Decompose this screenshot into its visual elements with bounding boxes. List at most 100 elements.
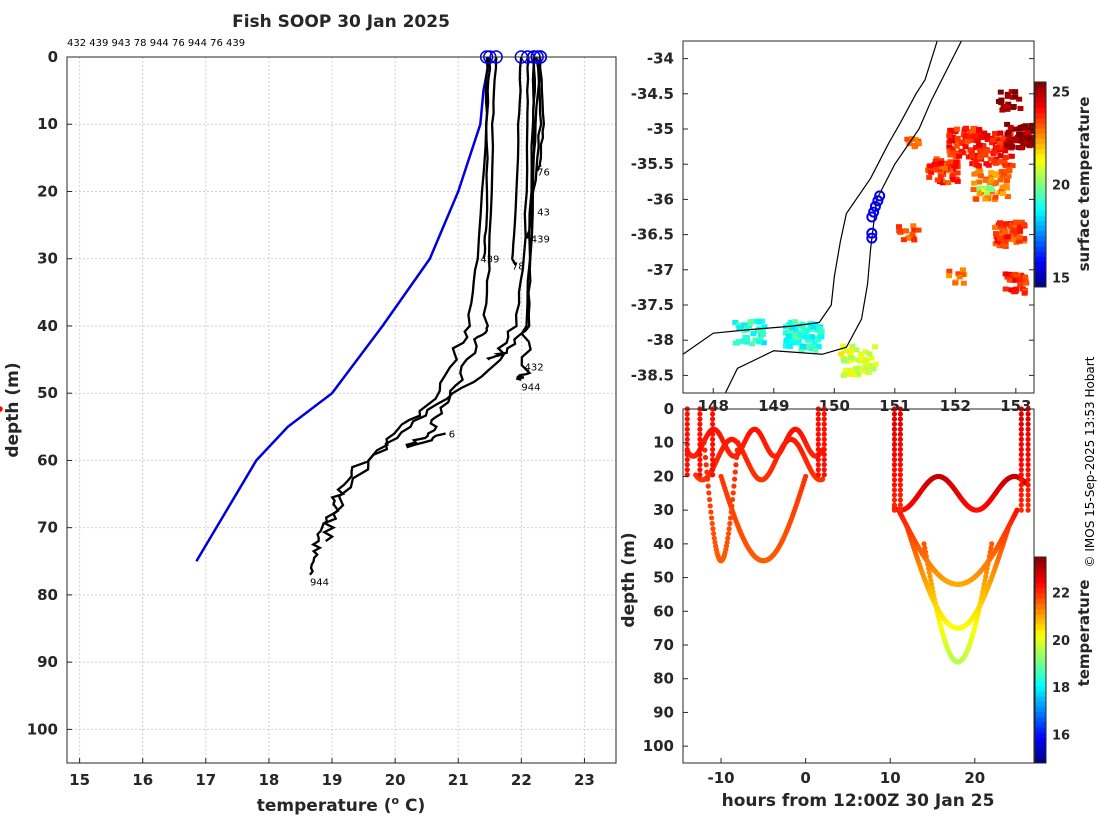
sst-pixel — [800, 343, 807, 349]
sst-pixel — [1012, 136, 1019, 142]
sst-pixel — [1016, 96, 1023, 102]
sst-pixel — [978, 153, 985, 159]
colorbar-segment — [1035, 701, 1046, 707]
section-point — [815, 456, 821, 463]
colorbar-segment — [1035, 246, 1046, 252]
section-point — [684, 416, 690, 422]
sst-pixel — [1010, 104, 1017, 110]
sst-pixel — [953, 126, 960, 132]
colorbar-segment — [1035, 240, 1046, 247]
section-ytick-label: 30 — [653, 501, 674, 519]
section-point — [897, 467, 903, 473]
section-point — [1018, 502, 1024, 508]
colorbar-segment — [1035, 128, 1046, 134]
sst-pixels — [732, 89, 1037, 379]
section-point — [727, 515, 734, 521]
sst-pixel — [786, 343, 793, 349]
section-point — [891, 507, 898, 513]
section-point — [732, 469, 738, 475]
section-point — [1025, 451, 1031, 458]
sst-pixel — [1017, 105, 1024, 111]
sst-pixel — [962, 125, 969, 131]
section-point — [891, 421, 898, 427]
sst-pixel — [759, 327, 766, 333]
sst-pixel — [911, 237, 918, 243]
section-point — [897, 477, 903, 483]
x-tick-label: 21 — [448, 771, 469, 789]
sst-pixel — [1003, 221, 1010, 227]
section-point — [815, 426, 821, 432]
sst-pixel — [808, 334, 815, 340]
sst-pixel — [976, 127, 983, 133]
map-ytick-label: -34 — [647, 50, 674, 68]
section-point — [684, 462, 690, 468]
section-points — [0, 406, 1031, 665]
sst-pixel — [1020, 222, 1027, 228]
sst-pixel — [910, 223, 917, 229]
sst-pixel — [798, 347, 805, 353]
sst-pixel — [786, 322, 793, 328]
sst-pixel — [960, 280, 967, 286]
section-point — [924, 557, 930, 563]
section-point — [1025, 507, 1031, 513]
sst-pixel — [1028, 122, 1035, 128]
section-point — [1018, 462, 1024, 468]
sst-pixel — [783, 338, 790, 344]
colorbar-segment — [1035, 112, 1046, 119]
map-ytick-label: -35 — [647, 120, 674, 138]
section-ytick-label: 10 — [653, 434, 674, 452]
colorbar-segment — [1035, 675, 1046, 682]
section-point — [684, 431, 690, 437]
section-point — [891, 416, 898, 422]
sst-pixel — [846, 349, 853, 355]
section-point — [697, 421, 703, 427]
sst-pixel — [1016, 131, 1023, 137]
sst-pixel — [802, 328, 809, 334]
colorbar-frame — [1034, 556, 1047, 764]
colorbar-segment — [1035, 757, 1046, 764]
sst-pixel — [997, 159, 1004, 165]
sst-pixel — [1012, 277, 1019, 283]
colorbar-segment — [1035, 690, 1046, 697]
y-tick-label: 10 — [37, 115, 58, 133]
sst-pixel — [992, 241, 999, 247]
section-point — [708, 515, 715, 521]
colorbar-segment — [1035, 665, 1046, 671]
profile-line-76 — [405, 56, 498, 449]
copyright-text: © IMOS 15-Sep-2025 13:53 Hobart — [1083, 356, 1097, 567]
section-point — [706, 490, 712, 496]
profile-lines: 944 6 432 944 78 439 439 43 76 — [195, 50, 550, 588]
section-ytick-label: 80 — [653, 670, 674, 688]
sst-pixel — [1016, 277, 1023, 283]
sst-pixel — [741, 322, 748, 328]
sst-pixel — [928, 169, 935, 175]
sst-pixel — [847, 371, 854, 377]
y-tick-label: 40 — [37, 317, 58, 335]
sst-pixel — [895, 224, 902, 230]
sst-pixel — [971, 180, 978, 186]
colorbar-tick-label: 22 — [1052, 587, 1070, 602]
profile-end-label: 76 — [537, 167, 550, 178]
section-point — [897, 416, 903, 422]
section-point — [891, 472, 898, 478]
map-xtick-label: 149 — [758, 397, 789, 415]
section-point — [697, 441, 703, 447]
sst-pixel — [761, 324, 768, 330]
section-point — [897, 497, 903, 503]
section-ytick-label: 100 — [643, 737, 674, 755]
section-point — [703, 462, 709, 468]
section-point — [984, 565, 990, 571]
sst-pixel — [973, 196, 980, 202]
section-ytick-label: 90 — [653, 703, 674, 721]
colorbar-frame — [1034, 81, 1047, 288]
sst-pixel — [1023, 135, 1030, 141]
sst-pixel — [1002, 229, 1009, 235]
sst-pixel — [1001, 158, 1008, 164]
section-point — [702, 447, 708, 453]
sst-pixel — [1016, 234, 1023, 240]
section-xtick-label: 20 — [964, 769, 985, 787]
colorbar-segment — [1035, 138, 1046, 144]
section-point — [710, 431, 716, 437]
sst-pixel — [977, 173, 984, 179]
section-ytick-label: 50 — [653, 569, 674, 587]
